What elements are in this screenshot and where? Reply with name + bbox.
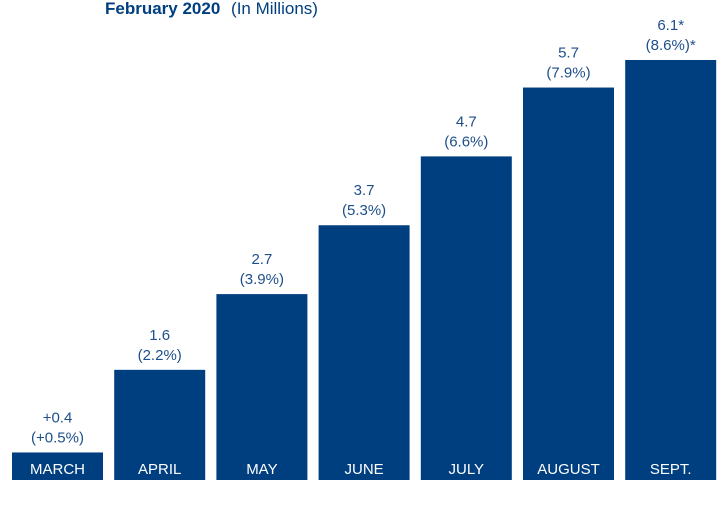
percent-label: (7.9%) (546, 65, 590, 82)
category-label: JULY (449, 461, 485, 478)
chart-title-main: February 2020 (105, 0, 220, 18)
value-label: +0.4 (43, 409, 73, 426)
category-label: MAY (246, 461, 277, 478)
category-label: APRIL (138, 461, 181, 478)
bar-april (114, 369, 206, 480)
value-label: 1.6 (149, 327, 170, 344)
percent-label: (8.6%)* (646, 37, 696, 54)
bar-july (420, 156, 512, 481)
bar-june (318, 225, 410, 480)
percent-label: (3.9%) (240, 271, 284, 288)
chart-title-subtitle: (In Millions) (231, 0, 318, 18)
value-label: 6.1* (657, 17, 684, 34)
percent-label: (+0.5%) (31, 429, 84, 446)
bar-sept (625, 60, 717, 480)
value-label: 4.7 (456, 113, 477, 130)
bar-may (216, 294, 308, 480)
value-label: 2.7 (251, 251, 272, 268)
category-label: JUNE (345, 461, 384, 478)
bar-march (12, 452, 103, 480)
value-label: 5.7 (558, 45, 579, 62)
percent-label: (6.6%) (444, 133, 488, 150)
category-label: AUGUST (537, 461, 600, 478)
bar-august (523, 87, 614, 480)
category-label: MARCH (30, 461, 85, 478)
category-label: SEPT. (650, 461, 692, 478)
bars-group: MARCH (+0.5%) +0.4 APRIL (2.2%) 1.6 MAY (3.9%) 2… (12, 17, 717, 481)
percent-label: (2.2%) (138, 347, 182, 364)
percent-label: (5.3%) (342, 202, 386, 219)
chart-title: February 2020 (In Millions) (105, 0, 318, 18)
value-label: 3.7 (354, 182, 375, 199)
